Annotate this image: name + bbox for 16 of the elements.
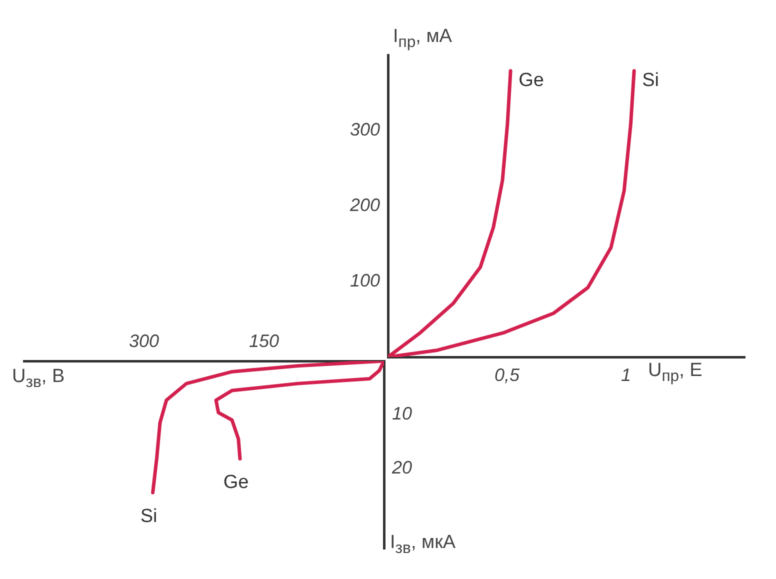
y-tick-label: 300 bbox=[350, 120, 380, 140]
x-axis-title: U$_{зв}$, В bbox=[12, 366, 65, 392]
y-tick-label: 20 bbox=[391, 457, 412, 478]
y-tick-label: 200 bbox=[348, 195, 380, 215]
x-axis-title: U$_{пр}$, Е bbox=[648, 360, 702, 386]
series-label: Si bbox=[642, 70, 659, 92]
series-label: Ge bbox=[223, 472, 249, 493]
x-tick-label: 0,5 bbox=[494, 364, 520, 385]
y-axis-title: I$_{пр}$, мА bbox=[393, 26, 452, 52]
y-tick-label: 100 bbox=[350, 270, 380, 290]
series-label: Si bbox=[140, 506, 158, 527]
x-tick-label: 1 bbox=[620, 364, 632, 385]
y-axis-title: I$_{зв}$, мкА bbox=[390, 532, 456, 558]
x-tick-label: 150 bbox=[248, 331, 280, 352]
series-label: Ge bbox=[518, 70, 544, 92]
y-tick-label: 10 bbox=[392, 404, 412, 424]
